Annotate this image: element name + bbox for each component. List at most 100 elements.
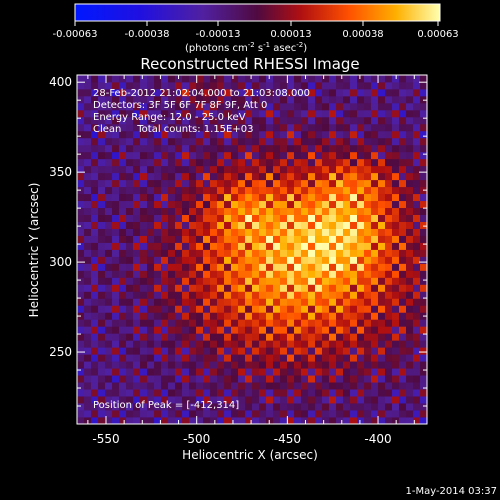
heatmap-cell — [301, 340, 309, 348]
heatmap-cell — [217, 116, 225, 125]
heatmap-cell — [217, 200, 225, 209]
heatmap-cell — [329, 291, 337, 299]
heatmap-cell — [238, 81, 246, 90]
heatmap-cell — [259, 249, 267, 257]
heatmap-cell — [413, 81, 421, 90]
heatmap-cell — [77, 389, 85, 397]
heatmap-cell — [392, 102, 400, 111]
heatmap-cell — [91, 193, 99, 202]
heatmap-cell — [91, 123, 99, 132]
heatmap-cell — [329, 298, 337, 306]
heatmap-cell — [294, 137, 302, 146]
heatmap-cell — [154, 403, 162, 411]
heatmap-cell — [308, 368, 316, 376]
heatmap-cell — [126, 130, 134, 139]
heatmap-cell — [98, 347, 106, 355]
heatmap-cell — [301, 242, 309, 250]
heatmap-cell — [196, 277, 204, 285]
heatmap-cell — [196, 298, 204, 306]
heatmap-cell — [378, 165, 386, 174]
heatmap-cell — [161, 151, 169, 160]
heatmap-cell — [210, 417, 218, 424]
heatmap-cell — [287, 291, 295, 299]
heatmap-cell — [301, 256, 309, 264]
heatmap-cell — [385, 333, 393, 341]
heatmap-cell — [392, 277, 400, 285]
heatmap-cell — [385, 144, 393, 153]
heatmap-cell — [112, 235, 120, 243]
heatmap-cell — [308, 305, 316, 313]
heatmap-cell — [378, 172, 386, 181]
heatmap-cell — [189, 207, 197, 215]
heatmap-cell — [98, 263, 106, 271]
heatmap-cell — [77, 375, 85, 383]
heatmap-cell — [301, 151, 309, 160]
heatmap-cell — [273, 75, 281, 83]
heatmap-cell — [98, 200, 106, 209]
heatmap-cell — [336, 410, 344, 418]
info-overlay: 28-Feb-2012 21:02:04.000 to 21:03:08.000… — [93, 88, 310, 411]
heatmap-cell — [196, 242, 204, 250]
heatmap-cell — [238, 368, 246, 376]
heatmap-cell — [266, 88, 274, 97]
heatmap-cell — [98, 312, 106, 320]
heatmap-cell — [224, 228, 232, 236]
heatmap-cell — [238, 151, 246, 160]
heatmap-cell — [371, 368, 379, 376]
heatmap-cell — [252, 214, 260, 222]
heatmap-cell — [217, 396, 225, 404]
heatmap-cell — [84, 242, 92, 250]
heatmap-cell — [385, 305, 393, 313]
heatmap-cell — [133, 256, 141, 264]
heatmap-cell — [217, 137, 225, 146]
heatmap-cell — [350, 396, 358, 404]
heatmap-cell — [413, 75, 421, 83]
heatmap-cell — [231, 151, 239, 160]
heatmap-cell — [238, 130, 246, 139]
heatmap-cell — [385, 368, 393, 376]
heatmap-cell — [259, 151, 267, 160]
heatmap-cell — [245, 333, 253, 341]
heatmap-cell — [371, 249, 379, 257]
heatmap-cell — [189, 186, 197, 195]
heatmap-cell — [182, 172, 190, 181]
heatmap-cell — [84, 305, 92, 313]
heatmap-cell — [343, 291, 351, 299]
heatmap-cell — [364, 179, 372, 188]
heatmap-cell — [112, 179, 120, 188]
heatmap-cell — [406, 242, 414, 250]
heatmap-cell — [224, 193, 232, 202]
heatmap-cell — [294, 186, 302, 195]
heatmap-cell — [343, 228, 351, 236]
heatmap-cell — [420, 256, 427, 264]
heatmap-cell — [119, 270, 127, 278]
heatmap-cell — [133, 319, 141, 327]
y-tick-label: 400 — [49, 75, 72, 89]
heatmap-cell — [252, 207, 260, 215]
heatmap-cell — [413, 277, 421, 285]
heatmap-cell — [315, 277, 323, 285]
heatmap-cell — [84, 228, 92, 236]
heatmap-cell — [399, 361, 407, 369]
heatmap-cell — [126, 396, 134, 404]
heatmap-cell — [266, 123, 274, 132]
heatmap-cell — [280, 347, 288, 355]
heatmap-cell — [133, 144, 141, 153]
heatmap-cell — [343, 326, 351, 334]
heatmap-cell — [420, 95, 427, 104]
heatmap-cell — [105, 340, 113, 348]
heatmap-cell — [84, 298, 92, 306]
heatmap-cell — [203, 88, 211, 97]
heatmap-cell — [119, 354, 127, 362]
heatmap-cell — [350, 179, 358, 188]
heatmap-cell — [196, 116, 204, 125]
heatmap-cell — [119, 368, 127, 376]
heatmap-cell — [245, 228, 253, 236]
heatmap-cell — [343, 144, 351, 153]
heatmap-cell — [252, 235, 260, 243]
heatmap-cell — [168, 81, 176, 90]
heatmap-cell — [203, 151, 211, 160]
heatmap-cell — [210, 263, 218, 271]
heatmap-cell — [231, 410, 239, 418]
heatmap-cell — [196, 130, 204, 139]
